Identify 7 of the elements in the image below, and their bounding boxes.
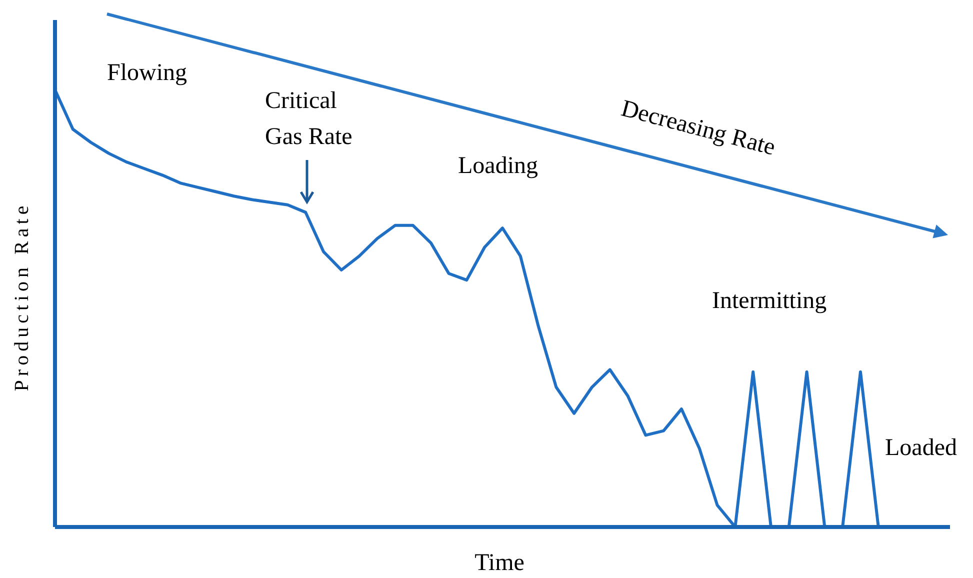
annotation: Loaded <box>885 435 957 461</box>
y-axis-title: Production Rate <box>11 202 33 392</box>
annotation: Critical Gas Rate <box>265 88 352 150</box>
annotation: Intermitting <box>712 288 827 314</box>
annotation: Loading <box>458 153 538 179</box>
x-axis-title: Time <box>474 550 524 576</box>
text: Flowing <box>107 60 188 86</box>
